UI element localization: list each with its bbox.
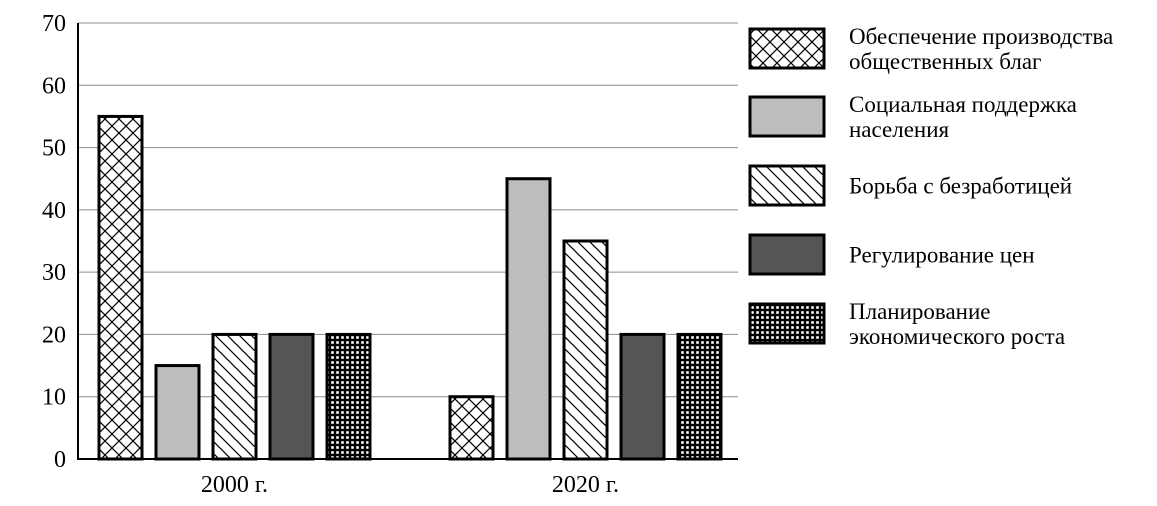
legend-swatch: [748, 95, 826, 138]
bars: [97, 114, 723, 461]
legend-swatch: [748, 233, 826, 276]
y-axis-ticks: 0 10 20 30 40 50 60 70: [42, 11, 66, 473]
bar: [268, 332, 315, 461]
legend-label: Социальная поддержка: [849, 92, 1077, 117]
bar: [562, 239, 609, 461]
bar: [676, 332, 723, 461]
legend-label: Обеспечение производства: [849, 24, 1113, 49]
axes: [77, 23, 738, 460]
y-tick-label: 70: [42, 11, 66, 37]
y-tick-label: 30: [42, 260, 66, 286]
legend-label: населения: [849, 117, 950, 142]
legend-label: общественных благ: [849, 49, 1041, 74]
y-tick-label: 40: [42, 198, 66, 224]
grid-lines: [78, 22, 738, 398]
bar: [505, 177, 552, 461]
bar: [325, 332, 372, 461]
bar: [154, 364, 201, 461]
legend-label: Борьба с безработицей: [849, 174, 1072, 199]
legend-label: экономического роста: [849, 324, 1065, 349]
bar: [211, 332, 258, 461]
y-tick-label: 50: [42, 136, 66, 162]
legend-label: Планирование: [849, 299, 991, 324]
y-tick-label: 60: [42, 73, 66, 99]
x-tick-label: 2000 г.: [201, 472, 268, 498]
x-axis-ticks: 2000 г. 2020 г.: [201, 472, 619, 498]
x-tick-label: 2020 г.: [552, 472, 619, 498]
y-tick-label: 20: [42, 322, 66, 348]
bar: [448, 395, 495, 461]
bar: [619, 332, 666, 461]
legend-swatch: [748, 164, 826, 207]
legend-swatch: [748, 27, 826, 70]
y-tick-label: 0: [54, 447, 66, 473]
bar: [97, 114, 144, 461]
legend-swatch: [748, 302, 826, 345]
legend-label: Регулирование цен: [849, 243, 1035, 268]
y-tick-label: 10: [42, 385, 66, 411]
